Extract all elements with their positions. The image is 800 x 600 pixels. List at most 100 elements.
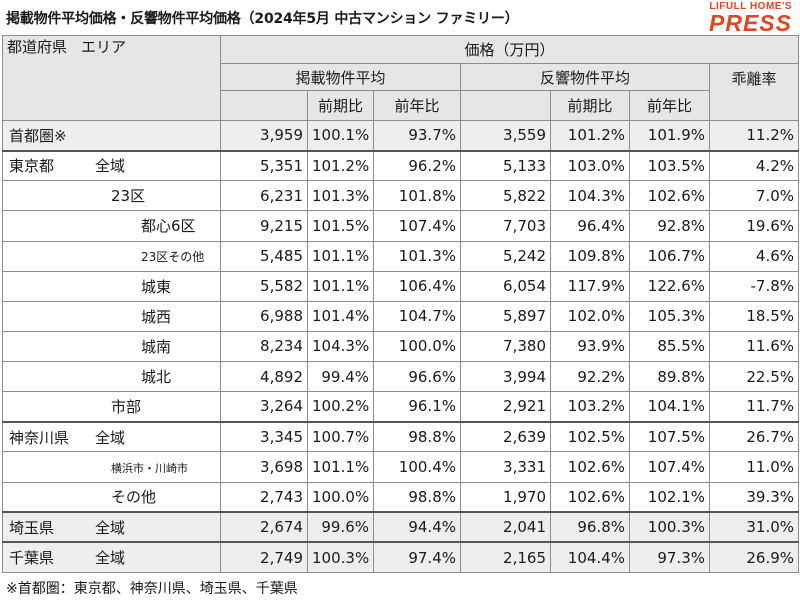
cell-listed-py: 101.3% xyxy=(373,240,461,272)
row-label: 市部 xyxy=(2,391,221,423)
row-label: 埼玉県 全域 xyxy=(2,511,221,543)
cell-resp-py: 106.7% xyxy=(629,240,710,272)
listed-prev-period-header: 前期比 xyxy=(307,90,374,121)
cell-resp: 2,921 xyxy=(460,391,551,423)
area-name: 城西 xyxy=(141,307,172,326)
cell-resp-py: 89.8% xyxy=(629,360,710,393)
cell-div: 4.6% xyxy=(708,240,800,272)
response-prev-period-header: 前期比 xyxy=(550,90,630,121)
cell-listed: 2,743 xyxy=(220,481,308,513)
area-name: 全域 xyxy=(95,428,126,447)
cell-listed: 2,749 xyxy=(220,541,308,574)
cell-div: 11.6% xyxy=(708,330,800,363)
cell-listed-pp: 100.1% xyxy=(307,119,374,152)
cell-resp-py: 102.6% xyxy=(629,180,710,212)
cell-listed-py: 100.0% xyxy=(373,330,461,363)
cell-listed-pp: 101.5% xyxy=(307,210,374,242)
row-label: 横浜市・川崎市 xyxy=(2,451,221,483)
cell-div: 31.0% xyxy=(708,511,800,543)
listed-price-subheader xyxy=(220,90,308,121)
row-label: 城西 xyxy=(2,300,221,332)
table-row: 城北 4,892 99.4% 96.6% 3,994 92.2% 89.8% 22.5% xyxy=(2,360,800,393)
logo-line2: PRESS xyxy=(709,10,792,36)
cell-resp-pp: 101.2% xyxy=(550,119,630,152)
area-name: 23区 xyxy=(111,187,146,206)
cell-resp: 5,133 xyxy=(460,149,551,182)
cell-listed-py: 96.1% xyxy=(373,391,461,423)
cell-listed: 9,215 xyxy=(220,210,308,242)
cell-resp: 3,331 xyxy=(460,451,551,483)
cell-resp: 5,897 xyxy=(460,300,551,332)
cell-listed-pp: 99.4% xyxy=(307,360,374,393)
row-label: その他 xyxy=(2,481,221,513)
row-label: 城東 xyxy=(2,270,221,302)
cell-resp-pp: 102.6% xyxy=(550,481,630,513)
cell-listed: 4,892 xyxy=(220,360,308,393)
area-name: 23区その他 xyxy=(141,250,205,265)
cell-listed-py: 104.7% xyxy=(373,300,461,332)
cell-listed: 3,345 xyxy=(220,420,308,453)
row-label: 城北 xyxy=(2,360,221,393)
response-prev-year-header: 前年比 xyxy=(629,90,710,121)
prefecture-name: 神奈川県 xyxy=(9,428,70,447)
cell-resp-py: 105.3% xyxy=(629,300,710,332)
cell-div: 26.9% xyxy=(708,541,800,574)
cell-resp: 3,994 xyxy=(460,360,551,393)
area-name: 市部 xyxy=(111,397,142,416)
cell-div: 4.2% xyxy=(708,149,800,182)
table-row: 埼玉県 全域 2,674 99.6% 94.4% 2,041 96.8% 100.3% 31.0… xyxy=(2,511,800,543)
row-label: 神奈川県 全域 xyxy=(2,420,221,453)
table-row: 都心6区 9,215 101.5% 107.4% 7,703 96.4% 92.8% 19.6… xyxy=(2,210,800,242)
table-row: 市部 3,264 100.2% 96.1% 2,921 103.2% 104.1% 11.7% xyxy=(2,391,800,423)
cell-div: -7.8% xyxy=(708,270,800,302)
cell-listed: 3,959 xyxy=(220,119,308,152)
price-table: 都道府県 エリア 価格（万円） 掲載物件平均 反響物件平均 乖離率 前期比 前年比… xyxy=(2,35,800,574)
price-group-header: 価格（万円） xyxy=(219,35,800,64)
cell-resp-pp: 117.9% xyxy=(550,270,630,302)
cell-resp: 7,703 xyxy=(460,210,551,242)
cell-resp-pp: 93.9% xyxy=(550,330,630,363)
brand-logo: LIFULL HOME'S PRESS xyxy=(709,2,792,35)
cell-listed-py: 96.2% xyxy=(373,149,461,182)
cell-div: 11.0% xyxy=(708,451,800,483)
cell-listed-pp: 101.1% xyxy=(307,240,374,272)
row-label: 23区 xyxy=(2,180,221,212)
cell-resp: 2,165 xyxy=(460,541,551,574)
cell-listed-py: 98.8% xyxy=(373,481,461,513)
prefecture-name: 千葉県 xyxy=(9,549,55,568)
row-label: 首都圏※ xyxy=(2,119,221,152)
prefecture-name: 首都圏※ xyxy=(9,126,67,145)
cell-listed: 5,351 xyxy=(220,149,308,182)
footnote: ※首都圏：東京都、神奈川県、埼玉県、千葉県 xyxy=(6,581,298,597)
cell-listed: 3,264 xyxy=(220,391,308,423)
row-label: 東京都 全域 xyxy=(2,149,221,182)
table-row: 首都圏※ 3,959 100.1% 93.7% 3,559 101.2% 101.9% 11.… xyxy=(2,119,800,152)
cell-listed-pp: 100.2% xyxy=(307,391,374,423)
cell-resp-pp: 103.0% xyxy=(550,149,630,182)
cell-resp-py: 100.3% xyxy=(629,511,710,543)
table-row: 23区 6,231 101.3% 101.8% 5,822 104.3% 102.6% 7.0… xyxy=(2,180,800,212)
listed-avg-header: 掲載物件平均 xyxy=(220,63,461,91)
row-label: 都心6区 xyxy=(2,210,221,242)
cell-listed-py: 98.8% xyxy=(373,420,461,453)
table-row: 城西 6,988 101.4% 104.7% 5,897 102.0% 105.3% 18.5… xyxy=(2,300,800,332)
cell-resp-pp: 103.2% xyxy=(550,391,630,423)
table-row: その他 2,743 100.0% 98.8% 1,970 102.6% 102.1% 39.3… xyxy=(2,481,800,513)
region-area-header: 都道府県 エリア xyxy=(2,35,221,121)
cell-resp-py: 107.4% xyxy=(629,451,710,483)
row-label: 23区その他 xyxy=(2,240,221,272)
cell-resp: 5,242 xyxy=(460,240,551,272)
table-row: 東京都 全域 5,351 101.2% 96.2% 5,133 103.0% 103.5% 4.… xyxy=(2,149,800,182)
cell-listed-pp: 101.1% xyxy=(307,451,374,483)
cell-listed-pp: 99.6% xyxy=(307,511,374,543)
cell-resp: 5,822 xyxy=(460,180,551,212)
prefecture-name: 埼玉県 xyxy=(9,518,55,537)
listed-prev-year-header: 前年比 xyxy=(373,90,461,121)
cell-resp-pp: 96.8% xyxy=(550,511,630,543)
cell-listed-py: 107.4% xyxy=(373,210,461,242)
cell-resp-py: 85.5% xyxy=(629,330,710,363)
cell-listed: 5,582 xyxy=(220,270,308,302)
area-name: 全域 xyxy=(95,518,126,537)
cell-div: 39.3% xyxy=(708,481,800,513)
cell-resp: 7,380 xyxy=(460,330,551,363)
